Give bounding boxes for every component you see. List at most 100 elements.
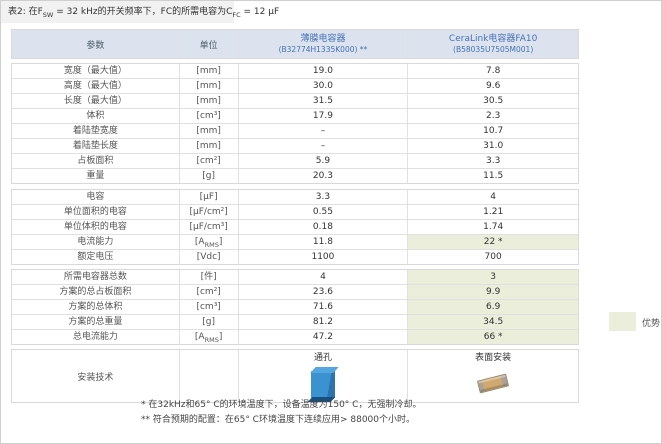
- param-label: 体积: [86, 111, 105, 121]
- param-label: 占板面积: [77, 156, 114, 166]
- footnote-2: ** 符合预期的配置：在65° C环境温度下连续应用> 88000个小时。: [141, 415, 415, 425]
- unit-label: [ARMS]: [178, 235, 238, 249]
- param-label: 总电流能力: [72, 332, 118, 342]
- film-value: 3.3: [237, 190, 408, 204]
- param-label: 着陆垫宽度: [72, 126, 118, 136]
- film-value: 5.9: [237, 154, 408, 168]
- table-row: 电容 [μF] 3.3 4: [12, 190, 578, 204]
- caption-text: = 12 μF: [240, 7, 280, 17]
- unit-subscript: RMS: [204, 240, 219, 249]
- ceralink-value: 31.0: [407, 139, 578, 153]
- param-label: 着陆垫长度: [72, 141, 118, 151]
- film-mounting-type: 通孔: [313, 353, 332, 363]
- ceralink-value: 6.9: [407, 300, 578, 314]
- unit-label: [mm]: [178, 64, 238, 78]
- film-icon-wrap: [310, 364, 335, 402]
- unit-label: [mm]: [178, 124, 238, 138]
- ceralink-mounting-type: 表面安装: [475, 353, 512, 363]
- ceralink-value: 1.74: [407, 220, 578, 234]
- unit-label: [g]: [178, 315, 238, 329]
- table-row: 长度（最大值） [mm] 31.5 30.5: [12, 93, 578, 108]
- unit-label: [mm]: [178, 79, 238, 93]
- table-row: 单位体积的电容 [μF/cm³] 0.18 1.74: [12, 219, 578, 234]
- ceralink-value: 34.5: [407, 315, 578, 329]
- table-row: 高度（最大值） [mm] 30.0 9.6: [12, 78, 578, 93]
- ceralink-value: 7.8: [407, 64, 578, 78]
- ceralink-value: 22 *: [407, 235, 578, 249]
- mounting-label: 安装技术: [77, 372, 114, 383]
- mounting-technology-row: 安装技术 通孔 表面安装: [11, 349, 579, 403]
- table-row: 总电流能力 [ARMS] 47.2 66 *: [12, 329, 578, 344]
- advantage-legend-label: 优势: [642, 319, 661, 329]
- film-value: –: [237, 124, 408, 138]
- caption-text: 表2: 在F: [8, 7, 43, 17]
- param-label: 单位面积的电容: [63, 207, 127, 217]
- film-value: 23.6: [237, 285, 408, 299]
- film-value: 0.18: [237, 220, 408, 234]
- unit-label: [cm³]: [178, 300, 238, 314]
- table-row: 电流能力 [ARMS] 11.8 22 *: [12, 234, 578, 249]
- table-row: 宽度（最大值） [mm] 19.0 7.8: [12, 64, 578, 78]
- ceralink-icon-wrap: [477, 364, 510, 402]
- caption-subscript-sw: SW: [42, 10, 54, 19]
- table-row: 方案的总占板面积 [cm²] 23.6 9.9: [12, 284, 578, 299]
- param-label: 额定电压: [77, 252, 114, 262]
- film-value: 31.5: [237, 94, 408, 108]
- mounting-unit-empty: [178, 350, 238, 402]
- ceralink-value: 66 *: [407, 330, 578, 344]
- advantage-legend-swatch: [609, 312, 636, 331]
- unit-label: [ARMS]: [178, 330, 238, 344]
- param-label: 高度（最大值）: [63, 81, 127, 91]
- table-header-row: 参数 单位 薄膜电容器 (B32774H1335K000) ** CeraLin…: [11, 29, 579, 59]
- film-value: 30.0: [237, 79, 408, 93]
- unit-label: [cm³]: [178, 109, 238, 123]
- unit-label: [件]: [178, 270, 238, 284]
- param-label: 方案的总体积: [68, 302, 123, 312]
- unit-label: [Vdc]: [178, 250, 238, 264]
- ceralink-value: 4: [407, 190, 578, 204]
- film-value: 17.9: [237, 109, 408, 123]
- film-value: 4: [237, 270, 408, 284]
- footnotes: * 在32kHz和65° C的环境温度下，设备温度为150° C，无强制冷却。 …: [141, 398, 421, 428]
- film-value: 1100: [237, 250, 408, 264]
- ceralink-value: 10.7: [407, 124, 578, 138]
- film-value: 47.2: [237, 330, 408, 344]
- header-unit: 单位: [178, 30, 238, 58]
- ceralink-value: 3.3: [407, 154, 578, 168]
- table-row: 着陆垫长度 [mm] –31.0: [12, 138, 578, 153]
- param-label: 长度（最大值）: [63, 96, 127, 106]
- ceralink-part-number: (B58035U7505M001): [453, 44, 534, 54]
- param-label: 重量: [86, 171, 105, 181]
- table-row: 体积 [cm³] 17.9 2.3: [12, 108, 578, 123]
- mounting-film-cell: 通孔: [237, 350, 408, 402]
- param-label: 电流能力: [77, 237, 114, 247]
- ceralink-value: 9.9: [407, 285, 578, 299]
- header-ceralink-capacitor: CeraLink电容器FA10 (B58035U7505M001): [407, 30, 578, 58]
- ceralink-value: 9.6: [407, 79, 578, 93]
- param-label: 方案的总重量: [68, 317, 123, 327]
- header-param: 参数: [86, 40, 105, 51]
- mounting-ceralink-cell: 表面安装: [407, 350, 578, 402]
- film-capacitor-name: 薄膜电容器: [300, 33, 346, 44]
- table-section-electrical: 电容 [μF] 3.3 4 单位面积的电容 [μF/cm²] 0.55 1.21 单位体积的电容…: [11, 189, 579, 265]
- film-value: 81.2: [237, 315, 408, 329]
- table-row: 重量 [g] 20.3 11.5: [12, 168, 578, 183]
- unit-label: [μF/cm²]: [178, 205, 238, 219]
- film-value: 19.0: [237, 64, 408, 78]
- header-film-capacitor: 薄膜电容器 (B32774H1335K000) **: [237, 30, 408, 58]
- ceralink-value: 2.3: [407, 109, 578, 123]
- unit-label: [cm²]: [178, 285, 238, 299]
- table-section-totals: 所需电容器总数 [件] 4 3 方案的总占板面积 [cm²] 23.6 9.9 方案的总体积 [c…: [11, 269, 579, 345]
- table-row: 方案的总重量 [g] 81.2 34.5: [12, 314, 578, 329]
- param-label: 单位体积的电容: [63, 222, 127, 232]
- comparison-table: 参数 单位 薄膜电容器 (B32774H1335K000) ** CeraLin…: [11, 29, 579, 403]
- table-section-dimensions: 宽度（最大值） [mm] 19.0 7.8 高度（最大值） [mm] 30.0 9.6 长度（最…: [11, 63, 579, 184]
- ceralink-value: 11.5: [407, 169, 578, 183]
- caption-text: = 32 kHz的开关频率下，FC的所需电容为C: [53, 7, 233, 17]
- table-row: 所需电容器总数 [件] 4 3: [12, 270, 578, 284]
- param-label: 方案的总占板面积: [59, 287, 132, 297]
- unit-label: [mm]: [178, 94, 238, 108]
- through-hole-capacitor-icon: [310, 370, 335, 398]
- film-value: 11.8: [237, 235, 408, 249]
